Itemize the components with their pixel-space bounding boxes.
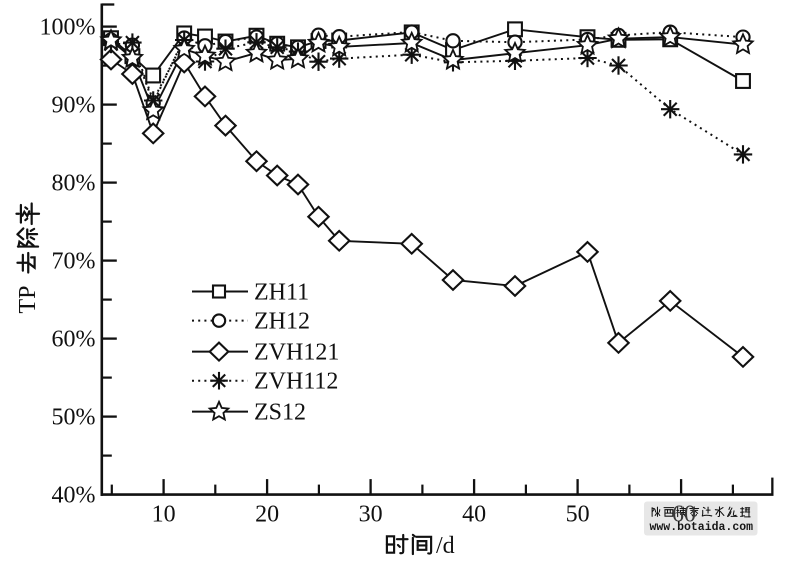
svg-text:50%: 50% (52, 405, 96, 431)
svg-text:60: 60 (672, 502, 696, 528)
svg-text:TP: TP (15, 285, 41, 313)
svg-text:20: 20 (255, 502, 279, 528)
svg-text:/d: /d (436, 533, 455, 559)
svg-text:ZH12: ZH12 (254, 309, 310, 335)
svg-text:www.botaida.com: www.botaida.com (650, 521, 754, 534)
svg-text:70%: 70% (52, 249, 96, 275)
svg-text:ZS12: ZS12 (254, 400, 306, 426)
svg-text:80%: 80% (52, 171, 96, 197)
svg-text:100%: 100% (40, 15, 96, 41)
svg-text:ZVH121: ZVH121 (254, 340, 339, 366)
svg-text:90%: 90% (52, 93, 96, 119)
svg-text:ZVH112: ZVH112 (254, 369, 338, 395)
svg-text:30: 30 (359, 502, 383, 528)
svg-text:10: 10 (152, 502, 176, 528)
svg-text:50: 50 (566, 502, 590, 528)
svg-text:40: 40 (462, 502, 486, 528)
svg-text:40%: 40% (52, 483, 96, 509)
svg-text:ZH11: ZH11 (254, 280, 309, 306)
svg-text:60%: 60% (52, 327, 96, 353)
